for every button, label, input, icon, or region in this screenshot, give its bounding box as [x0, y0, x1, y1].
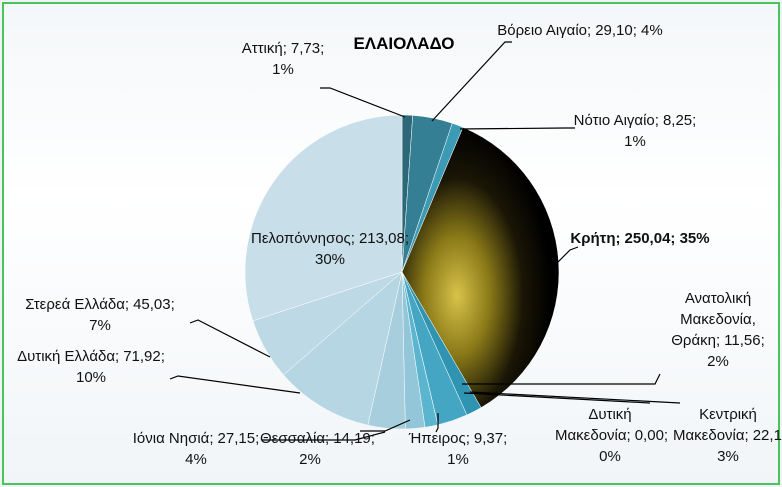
data-label: Ιόνια Νησιά;27,15; 4%	[131, 428, 261, 470]
category-label: Ήπειρος;	[409, 430, 470, 447]
category-label: Πελοπόννησος;	[251, 230, 355, 247]
category-label: Ιόνια Νησιά;	[133, 430, 214, 447]
category-label: Νότιο Αιγαίο;	[574, 112, 659, 129]
data-label: Στερεά Ελλάδα;45,03; 7%	[15, 294, 185, 336]
data-label: Αττική;7,73; 1%	[238, 38, 328, 80]
leader-line	[170, 376, 300, 393]
category-label: Κεντρική Μακεδονία;	[673, 406, 757, 444]
data-label: Πελοπόννησος;213,08; 30%	[250, 228, 410, 270]
data-label: Θεσσαλία;14,19; 2%	[260, 428, 360, 470]
category-label: Δυτική Μακεδονία;	[555, 406, 632, 444]
data-label: Βόρειο Αιγαίο;29,10; 4%	[495, 20, 665, 41]
category-label: Κρήτη;	[570, 230, 620, 247]
data-label: Ανατολική Μακεδονία, Θράκη;11,56; 2%	[663, 288, 773, 372]
category-label: Δυτική Ελλάδα;	[17, 348, 119, 365]
leader-line	[320, 88, 405, 117]
leader-line	[557, 247, 578, 263]
category-label: Στερεά Ελλάδα;	[25, 296, 129, 313]
leader-line	[470, 392, 680, 403]
data-label: Δυτική Ελλάδα;71,92; 10%	[6, 346, 176, 388]
value-label: 29,10; 4%	[595, 22, 663, 39]
data-label: Κεντρική Μακεδονία;22,12; 3%	[673, 404, 782, 467]
data-label: Κρήτη; 250,04; 35%	[565, 228, 715, 249]
leader-line	[460, 128, 575, 129]
data-label: Ήπειρος;9,37; 1%	[408, 428, 508, 470]
category-label: Βόρειο Αιγαίο;	[497, 22, 591, 39]
category-label: Αττική;	[242, 40, 287, 57]
value-label: 250,04; 35%	[625, 230, 710, 247]
category-label: Θεσσαλία;	[260, 430, 329, 447]
chart-title: ΕΛΑΙΟΛΑΔΟ	[314, 34, 494, 54]
data-label: Δυτική Μακεδονία;0,00; 0%	[555, 404, 665, 467]
chart: ΕΛΑΙΟΛΑΔΟ Αττική;7,73; 1%Βόρειο Αιγαίο;2…	[0, 0, 782, 487]
data-label: Νότιο Αιγαίο;8,25; 1%	[570, 110, 700, 152]
